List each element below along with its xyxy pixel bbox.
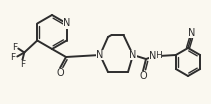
- Text: F: F: [20, 60, 25, 69]
- Text: N: N: [188, 28, 196, 38]
- Text: O: O: [139, 71, 147, 81]
- Text: N: N: [149, 51, 157, 61]
- Text: O: O: [56, 68, 64, 78]
- Text: N: N: [129, 50, 137, 60]
- Text: N: N: [63, 19, 70, 28]
- Text: H: H: [155, 51, 161, 61]
- Text: N: N: [96, 50, 104, 60]
- Text: F: F: [12, 43, 17, 52]
- Text: F: F: [10, 53, 15, 62]
